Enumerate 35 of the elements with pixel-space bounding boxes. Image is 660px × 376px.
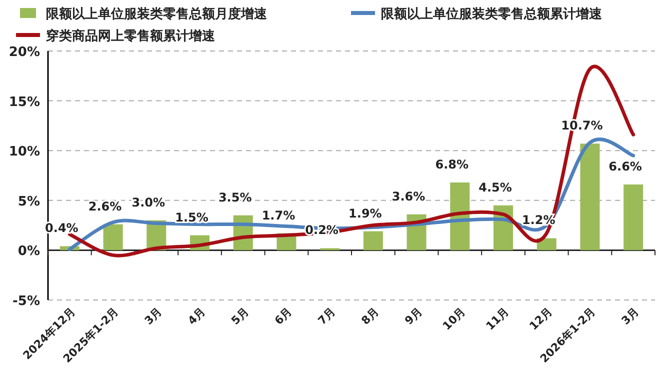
text: 1.9% <box>348 206 382 220</box>
y-tick-label: 5% <box>18 194 40 210</box>
text: 1.5% <box>175 210 208 224</box>
x-tick-label: 10月 <box>440 304 468 333</box>
text: 4.5% <box>478 180 512 194</box>
x-tick-label: 3月 <box>142 304 165 328</box>
y-tick-label: -5% <box>12 294 40 309</box>
x-tick-label: 6月 <box>272 304 295 328</box>
text: 6.8% <box>435 157 469 172</box>
x-tick-label: 8月 <box>358 304 382 328</box>
x-tick-label: 4月 <box>185 304 208 328</box>
legend-label: 限额以上单位服装类零售总额月度增速 <box>46 6 268 22</box>
y-tick-label: 15% <box>8 94 40 110</box>
y-tick-label: 0% <box>18 244 40 260</box>
text: 0.2% <box>305 223 338 238</box>
x-tick-label: 9月 <box>402 304 425 328</box>
text: 3.6% <box>392 189 426 204</box>
y-tick-label: 10% <box>8 144 40 160</box>
y-tick-label: 20% <box>8 45 40 60</box>
x-tick-label: 7月 <box>316 304 338 328</box>
bar <box>103 224 123 250</box>
text: 1.7% <box>262 208 296 222</box>
legend-label: 限额以上单位服装类零售总额累计增速 <box>381 6 603 22</box>
bar <box>580 144 600 250</box>
bar <box>624 184 644 250</box>
bar <box>363 231 383 250</box>
x-tick-label: 12月 <box>526 304 555 333</box>
text: 3.5% <box>218 190 252 204</box>
text: 6.6% <box>608 159 642 174</box>
x-tick-label: 5月 <box>228 304 252 328</box>
x-tick-label: 11月 <box>484 304 512 333</box>
x-tick-label: 3月 <box>619 304 642 328</box>
text: 2.6% <box>88 199 122 214</box>
text: 3.0% <box>132 195 166 210</box>
legend-label: 穿类商品网上零售额累计增速 <box>45 28 216 44</box>
